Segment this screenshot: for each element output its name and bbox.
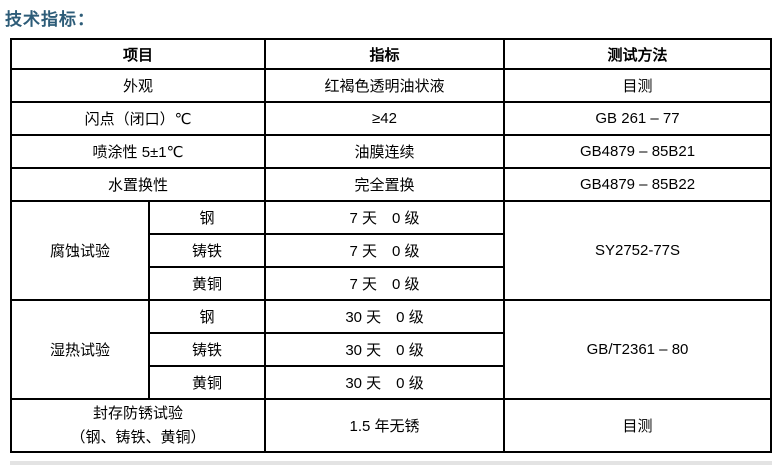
col-header-item: 项目: [9, 38, 267, 70]
table-row-appearance: 外观 红褐色透明油状液 目测: [9, 68, 773, 103]
cell-water-displacement-item: 水置换性: [9, 167, 267, 202]
col-header-method: 测试方法: [503, 38, 773, 70]
cell-damp-heat-cast-iron-result: 30 天 0 级: [264, 332, 506, 367]
cell-corrosion-brass-result: 7 天 0 级: [264, 266, 506, 301]
cell-water-displacement-indicator: 完全置换: [264, 167, 506, 202]
cell-storage-rust-item-line1: 封存防锈试验: [93, 404, 184, 422]
table-row-flash-point: 闪点（闭口）℃ ≥42 GB 261 – 77: [9, 101, 773, 136]
cell-flash-point-item: 闪点（闭口）℃: [9, 101, 267, 136]
cell-appearance-item: 外观: [9, 68, 267, 103]
cell-flash-point-indicator: ≥42: [264, 101, 506, 136]
cell-corrosion-steel-result: 7 天 0 级: [264, 200, 506, 235]
table-row-corrosion-brass: 黄铜 7 天 0 级: [11, 266, 771, 301]
table-row-storage-rust: 封存防锈试验 （钢、铸铁、黄铜） 1.5 年无锈 目测: [9, 398, 773, 453]
cell-corrosion-method: SY2752-77S: [503, 200, 773, 301]
table-row-corrosion-steel: 腐蚀试验 钢 7 天 0 级 SY2752-77S: [10, 200, 773, 301]
cell-flash-point-method: GB 261 – 77: [503, 101, 773, 136]
table-row-water-displacement: 水置换性 完全置换 GB4879 – 85B22: [9, 167, 773, 202]
cell-damp-heat-cast-iron-material: 铸铁: [147, 332, 267, 367]
table-row-damp-heat-cast-iron: 铸铁 30 天 0 级: [11, 332, 771, 367]
cell-corrosion-brass-material: 黄铜: [147, 266, 267, 301]
col-header-indicator: 指标: [264, 38, 506, 70]
cell-storage-rust-item: 封存防锈试验 （钢、铸铁、黄铜）: [9, 398, 267, 453]
spec-table: 项目 指标 测试方法 外观 红褐色透明油状液 目测 闪点（闭口）℃ ≥42 GB…: [9, 38, 773, 453]
table-row-corrosion-cast-iron: 铸铁 7 天 0 级: [11, 233, 771, 268]
cell-sprayability-method: GB4879 – 85B21: [503, 134, 773, 169]
table-header-row: 项目 指标 测试方法: [9, 38, 773, 70]
table-row-damp-heat-steel: 湿热试验 钢 30 天 0 级 GB/T2361 – 80: [10, 299, 773, 400]
cell-sprayability-indicator: 油膜连续: [264, 134, 506, 169]
cell-sprayability-item: 喷涂性 5±1℃: [9, 134, 267, 169]
table-row-damp-heat-brass: 黄铜 30 天 0 级: [11, 365, 771, 400]
cell-storage-rust-indicator: 1.5 年无锈: [264, 398, 506, 453]
cell-corrosion-cast-iron-result: 7 天 0 级: [264, 233, 506, 268]
cell-storage-rust-method: 目测: [503, 398, 773, 453]
cell-damp-heat-brass-result: 30 天 0 级: [264, 365, 506, 400]
cell-appearance-indicator: 红褐色透明油状液: [264, 68, 506, 103]
cell-damp-heat-steel-result: 30 天 0 级: [264, 299, 506, 334]
cell-corrosion-group: 腐蚀试验: [10, 200, 150, 301]
page-title: 技术指标：: [5, 10, 95, 29]
cell-water-displacement-method: GB4879 – 85B22: [503, 167, 773, 202]
cell-corrosion-steel-material: 钢: [147, 200, 267, 235]
cell-damp-heat-brass-material: 黄铜: [147, 365, 267, 400]
cell-damp-heat-method: GB/T2361 – 80: [503, 299, 773, 400]
table-row-sprayability: 喷涂性 5±1℃ 油膜连续 GB4879 – 85B21: [9, 134, 773, 169]
cell-damp-heat-group: 湿热试验: [10, 299, 150, 400]
cell-damp-heat-steel-material: 钢: [147, 299, 267, 334]
cell-corrosion-cast-iron-material: 铸铁: [147, 233, 267, 268]
next-element-top-edge: [10, 461, 772, 465]
cell-appearance-method: 目测: [503, 68, 773, 103]
cell-storage-rust-item-line2: （钢、铸铁、黄铜）: [70, 428, 206, 446]
